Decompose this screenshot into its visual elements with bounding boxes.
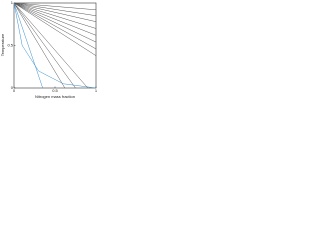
y-tick-label: 0 [11,85,14,90]
series-line [13,2,97,43]
series-line [13,2,97,50]
series-line [13,2,97,11]
chart: Nitrogen mass fraction Temperature 0 0.5 1… [0,0,98,99]
series-line [13,2,88,89]
series-line [13,2,97,36]
x-tick-label: 0.5 [52,88,58,93]
series-line [13,2,66,89]
series-line [13,2,97,89]
series-line [13,2,97,29]
y-tick-label: 0.5 [7,43,13,48]
x-axis-label: Nitrogen mass fraction [35,94,75,99]
y-tick-label: 1 [11,0,14,5]
x-tick-label: 1 [95,88,98,93]
x-tick-label: 0 [13,88,16,93]
series-line [13,2,97,16]
series-line [13,2,43,89]
series-line [13,2,76,89]
series-line [13,2,97,22]
series-line [13,2,97,56]
y-axis-label: Temperature [0,33,5,56]
